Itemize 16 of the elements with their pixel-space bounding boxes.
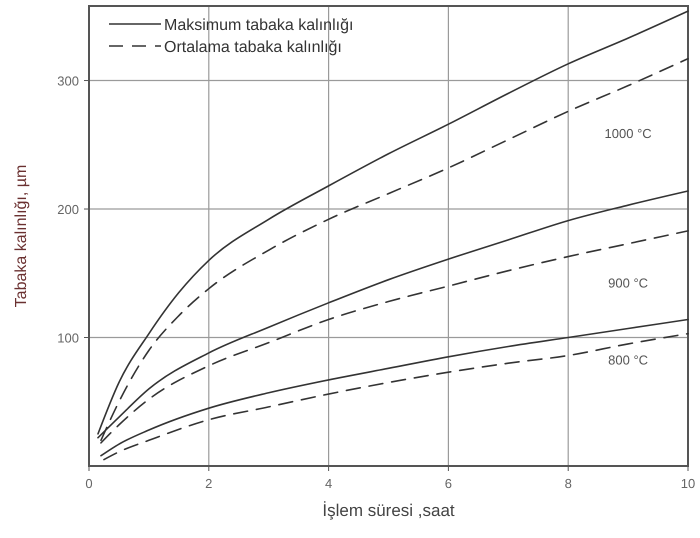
- x-tick-label: 0: [85, 476, 93, 491]
- annotation: 900 °C: [608, 275, 648, 290]
- annotation: 800 °C: [608, 352, 648, 368]
- legend-label: Maksimum tabaka kalınlığı: [164, 17, 354, 34]
- x-tick-label: 8: [564, 476, 572, 491]
- legend-label: Ortalama tabaka kalınlığı: [164, 39, 342, 56]
- y-tick-label: 300: [57, 74, 79, 89]
- x-tick-label: 4: [324, 476, 332, 491]
- y-tick-label: 100: [57, 330, 79, 346]
- x-tick-label: 10: [680, 476, 696, 491]
- x-axis-title: İşlem süresi ,saat: [322, 501, 455, 520]
- annotation: 1000 °C: [604, 126, 652, 142]
- x-tick-label: 2: [205, 476, 212, 491]
- y-tick-label: 200: [57, 202, 79, 218]
- x-tick-label: 6: [444, 476, 452, 491]
- y-axis-title: Tabaka kalınlığı, µm: [13, 164, 30, 308]
